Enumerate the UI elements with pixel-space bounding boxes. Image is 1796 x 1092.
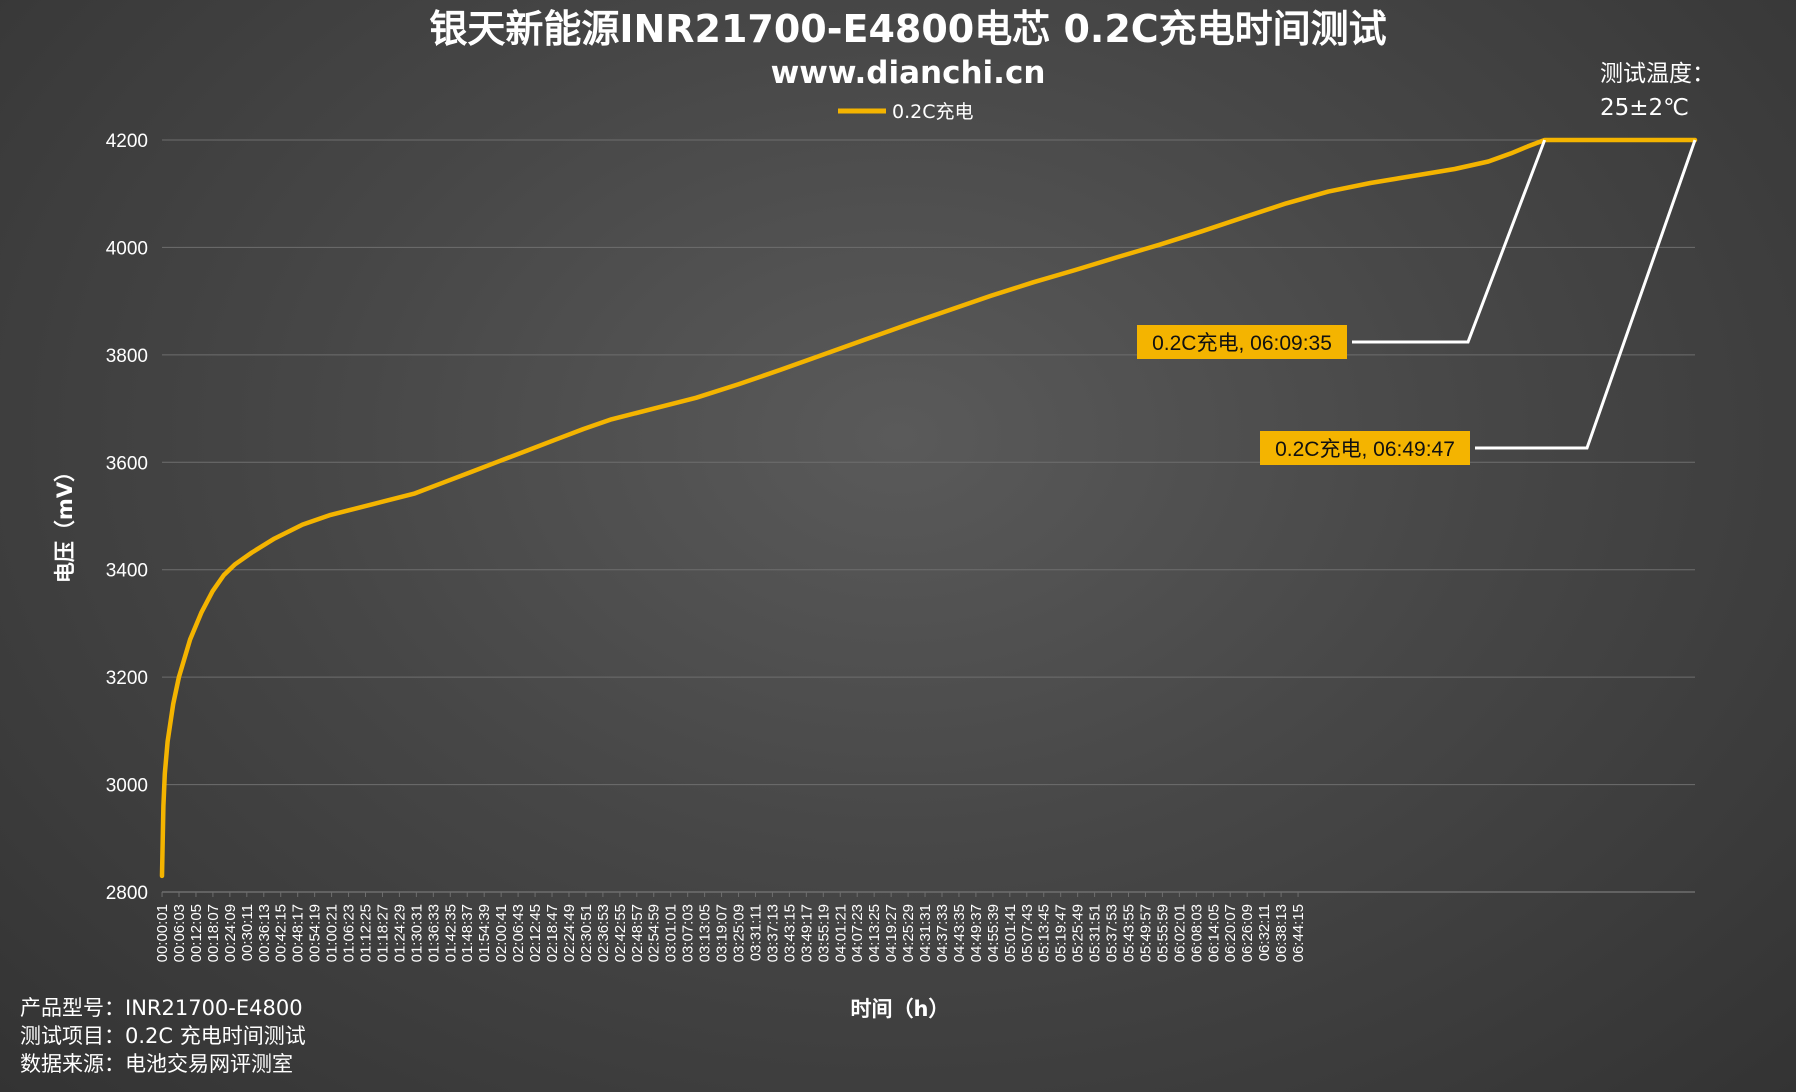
x-tick-label: 03:55:19 (815, 904, 832, 962)
x-tick-label: 06:32:11 (1256, 904, 1273, 961)
x-tick-label: 06:38:13 (1273, 904, 1290, 962)
callout-label: 0.2C充电, 06:49:47 (1275, 438, 1455, 461)
x-tick-label: 01:36:33 (425, 904, 442, 962)
info-data-source: 数据来源：电池交易网评测室 (20, 1052, 293, 1076)
x-tick-label: 00:06:03 (171, 904, 188, 962)
x-tick-label: 01:12:25 (358, 904, 375, 962)
x-tick-label: 05:31:51 (1087, 904, 1104, 962)
x-tick-label: 02:00:41 (493, 904, 510, 962)
x-tick-label: 04:55:39 (985, 904, 1002, 962)
x-tick-label: 02:54:59 (646, 904, 663, 962)
x-tick-label: 03:25:09 (731, 904, 748, 962)
x-tick-label: 05:19:47 (1053, 904, 1070, 962)
x-tick-label: 01:06:23 (341, 904, 358, 962)
x-tick-label: 06:02:01 (1171, 904, 1188, 962)
x-tick-label: 05:55:59 (1154, 904, 1171, 962)
x-tick-label: 04:31:31 (917, 904, 934, 962)
x-tick-label: 01:24:29 (391, 904, 408, 962)
x-axis-ticks: 00:00:01 00:06:03 00:12:05 00:18:07 00:24:09… (154, 892, 1307, 962)
x-tick-label: 02:12:45 (527, 904, 544, 962)
x-tick-label: 02:30:51 (578, 904, 595, 962)
x-tick-label: 05:13:45 (1036, 904, 1053, 962)
x-tick-label: 02:48:57 (629, 904, 646, 962)
callout-leader-line (1475, 139, 1697, 450)
x-tick-label: 03:31:11 (747, 904, 764, 961)
x-tick-label: 01:18:27 (374, 904, 391, 962)
x-tick-label: 03:13:05 (697, 904, 714, 962)
x-tick-label: 00:54:19 (307, 904, 324, 962)
x-tick-label: 01:00:21 (324, 904, 341, 962)
y-tick-label: 3200 (106, 668, 148, 689)
x-tick-label: 05:01:41 (1002, 904, 1019, 962)
x-tick-label: 00:30:11 (239, 904, 256, 961)
y-tick-label: 4000 (106, 238, 148, 259)
legend-label: 0.2C充电 (892, 101, 973, 123)
y-tick-label: 3600 (106, 453, 148, 474)
x-tick-label: 04:49:37 (968, 904, 985, 962)
x-tick-label: 05:25:49 (1070, 904, 1087, 962)
x-tick-label: 02:06:43 (510, 904, 527, 962)
x-tick-label: 02:36:53 (595, 904, 612, 962)
x-tick-label: 03:37:13 (764, 904, 781, 962)
x-tick-label: 02:42:55 (612, 904, 629, 962)
x-tick-label: 04:37:33 (934, 904, 951, 962)
chart-subtitle: www.dianchi.cn (771, 55, 1046, 91)
temperature-value: 25±2℃ (1600, 95, 1689, 121)
y-tick-label: 3000 (106, 776, 148, 797)
y-axis-label: 电压（mV） (53, 461, 77, 583)
x-tick-label: 01:42:35 (442, 904, 459, 962)
x-tick-label: 06:14:05 (1205, 904, 1222, 962)
callout-leader-line (1352, 139, 1547, 344)
x-tick-label: 06:20:07 (1222, 904, 1239, 962)
x-tick-label: 03:07:03 (680, 904, 697, 962)
x-tick-label: 04:07:23 (849, 904, 866, 962)
x-tick-label: 00:12:05 (188, 904, 205, 962)
x-tick-label: 03:19:07 (714, 904, 731, 962)
info-test-item: 测试项目：0.2C 充电时间测试 (20, 1024, 306, 1048)
x-tick-label: 03:43:15 (781, 904, 798, 962)
x-tick-label: 04:13:25 (866, 904, 883, 962)
x-tick-label: 01:30:31 (408, 904, 425, 962)
x-tick-label: 00:42:15 (273, 904, 290, 962)
x-tick-label: 05:43:55 (1120, 904, 1137, 962)
x-tick-label: 06:08:03 (1188, 904, 1205, 962)
chart-title: 银天新能源INR21700-E4800电芯 0.2C充电时间测试 (429, 7, 1386, 51)
x-tick-label: 00:48:17 (290, 904, 307, 962)
x-tick-label: 04:19:27 (883, 904, 900, 962)
x-tick-label: 06:44:15 (1290, 904, 1307, 962)
x-tick-label: 01:54:39 (476, 904, 493, 962)
y-tick-label: 3400 (106, 561, 148, 582)
x-tick-label: 06:26:09 (1239, 904, 1256, 962)
callout-box (1260, 431, 1470, 465)
x-tick-label: 04:25:29 (900, 904, 917, 962)
y-tick-label: 4200 (106, 131, 148, 152)
series-line-0.2c-charge (159, 137, 1698, 879)
grid (162, 139, 1695, 893)
x-tick-label: 01:48:37 (459, 904, 476, 962)
y-axis-ticks: 4200 4000 3800 3600 3400 3200 3000 2800 (106, 131, 148, 904)
x-tick-label: 00:24:09 (222, 904, 239, 962)
callout-box (1137, 325, 1347, 359)
x-tick-label: 00:18:07 (205, 904, 222, 962)
callouts: 0.2C充电, 06:09:35 0.2C充电, 06:49:47 (1137, 139, 1697, 465)
x-tick-label: 04:01:21 (832, 904, 849, 962)
temperature-label: 测试温度： (1600, 61, 1715, 87)
y-tick-label: 3800 (106, 346, 148, 367)
x-tick-label: 05:37:53 (1104, 904, 1121, 962)
x-tick-label: 03:01:01 (663, 904, 680, 962)
callout-label: 0.2C充电, 06:09:35 (1152, 332, 1332, 355)
x-tick-label: 00:36:13 (256, 904, 273, 962)
x-axis-label: 时间（h） (851, 997, 950, 1021)
info-product-model: 产品型号：INR21700-E4800 (20, 996, 303, 1020)
y-tick-label: 2800 (106, 883, 148, 904)
x-tick-label: 05:49:57 (1137, 904, 1154, 962)
x-tick-label: 04:43:35 (951, 904, 968, 962)
x-tick-label: 03:49:17 (798, 904, 815, 962)
x-tick-label: 00:00:01 (154, 904, 171, 962)
x-tick-label: 02:24:49 (561, 904, 578, 962)
x-tick-label: 02:18:47 (544, 904, 561, 962)
x-tick-label: 05:07:43 (1019, 904, 1036, 962)
